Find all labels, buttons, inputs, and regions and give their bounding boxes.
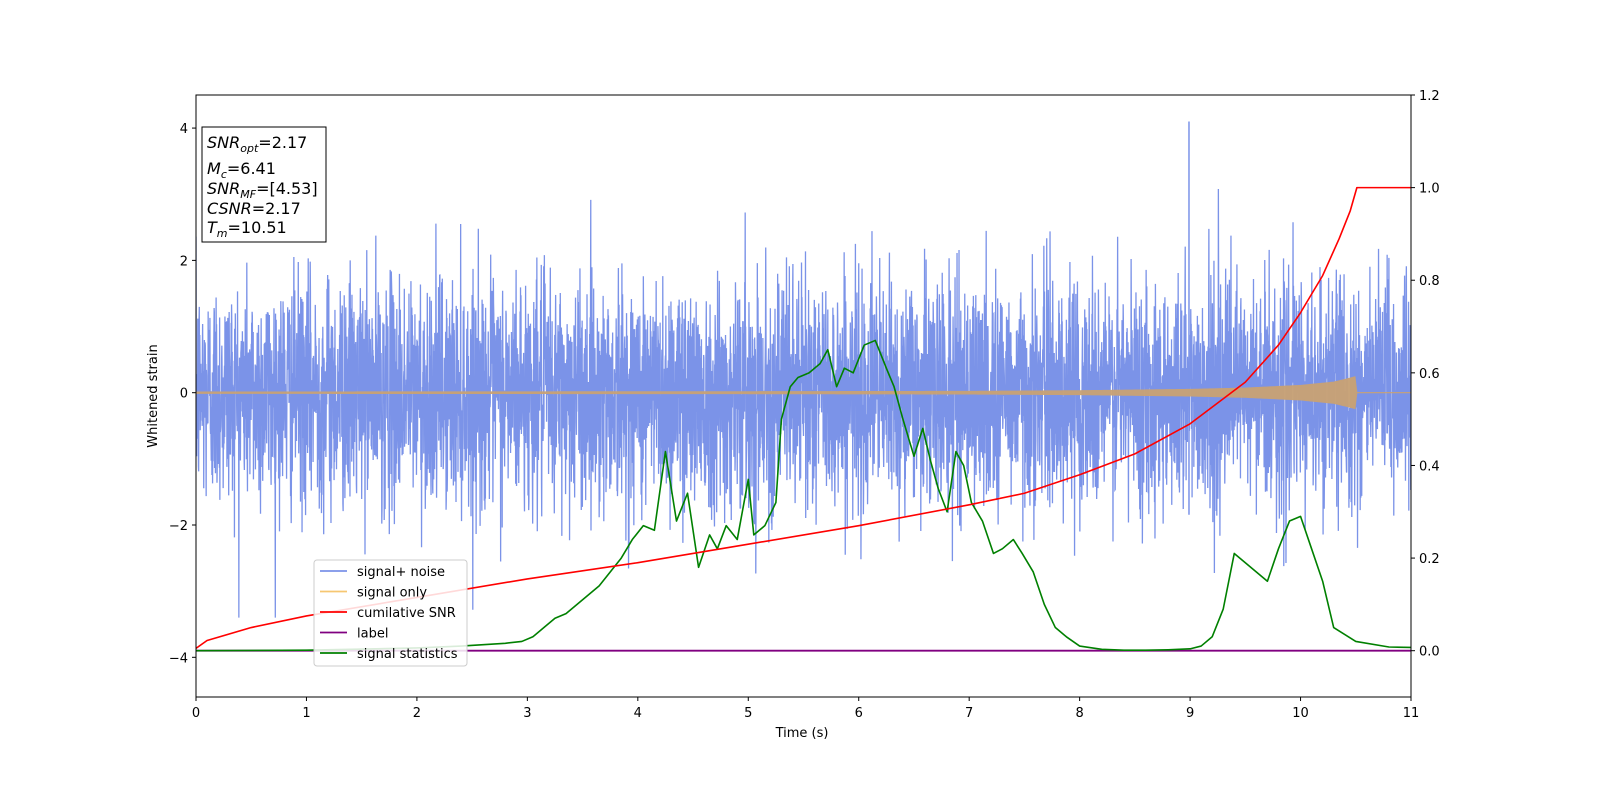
y2-tick-label: 1.0 xyxy=(1419,182,1440,197)
y-axis-label: Whitened strain xyxy=(146,344,161,447)
info-box: SNRopt=2.17 Mc=6.41 SNRMF=[4.53] CSNR=2.… xyxy=(201,126,327,243)
legend-label: signal+ noise xyxy=(357,565,445,580)
x-tick-label: 4 xyxy=(634,706,642,721)
x-tick-label: 2 xyxy=(413,706,421,721)
legend-label: cumilative SNR xyxy=(357,606,456,621)
legend-item: signal only xyxy=(320,586,427,601)
y-tick-label: −4 xyxy=(169,651,188,666)
x-axis-label: Time (s) xyxy=(775,726,829,741)
info-snr-opt: SNRopt=2.17 xyxy=(207,133,307,155)
legend-item: signal+ noise xyxy=(320,565,445,580)
series-signal-statistics xyxy=(196,339,1411,652)
x-tick-label: 3 xyxy=(523,706,531,721)
info-tm: Tm=10.51 xyxy=(207,218,287,240)
x-tick-label: 1 xyxy=(302,706,310,721)
y-tick-label: 0 xyxy=(180,387,188,402)
legend-label: signal statistics xyxy=(357,647,458,662)
x-tick-label: 6 xyxy=(855,706,863,721)
x-tick-label: 7 xyxy=(965,706,973,721)
legend-item: signal statistics xyxy=(320,647,458,662)
legend-item: cumilative SNR xyxy=(320,606,456,621)
legend-item: label xyxy=(320,627,388,642)
legend-frame xyxy=(313,559,468,667)
y-tick-label: −2 xyxy=(169,519,188,534)
x-tick-label: 5 xyxy=(744,706,752,721)
legend: signal+ noise signal only cumilative SNR la… xyxy=(313,559,468,667)
y2-tick-label: 0.4 xyxy=(1419,459,1440,474)
info-box-frame xyxy=(201,126,327,243)
info-snr-mf: SNRMF=[4.53] xyxy=(207,179,318,201)
x-tick-label: 10 xyxy=(1292,706,1309,721)
info-mc: Mc=6.41 xyxy=(207,159,276,181)
info-csnr: CSNR=2.17 xyxy=(207,199,301,218)
y-tick-label: 4 xyxy=(180,122,188,137)
series-signal-noise xyxy=(196,189,1411,618)
plot-frame xyxy=(195,94,1412,698)
legend-label: label xyxy=(357,627,388,642)
x-tick-label: 9 xyxy=(1186,706,1194,721)
x-tick-label: 0 xyxy=(192,706,200,721)
x-tick-label: 8 xyxy=(1075,706,1083,721)
y2-tick-label: 0.8 xyxy=(1419,274,1440,289)
y2-tick-label: 0.6 xyxy=(1419,367,1440,382)
series-signal-only xyxy=(196,376,1358,410)
legend-label: signal only xyxy=(357,586,427,601)
x-tick-label: 11 xyxy=(1403,706,1420,721)
y2-tick-label: 0.2 xyxy=(1419,552,1440,567)
y2-tick-label: 0.0 xyxy=(1419,645,1440,660)
y2-tick-label: 1.2 xyxy=(1419,89,1440,104)
y-tick-label: 2 xyxy=(180,254,188,269)
